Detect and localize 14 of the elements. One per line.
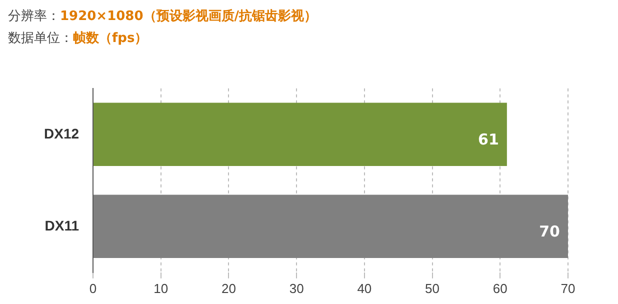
x-tick-label: 10 xyxy=(154,280,168,296)
x-tick-label: 0 xyxy=(89,280,97,296)
x-tick-label: 50 xyxy=(425,280,440,296)
data-label: 61 xyxy=(478,130,499,148)
x-tick-label: 40 xyxy=(357,280,372,296)
chart-subtitle: 数据单位：帧数（fps） xyxy=(7,30,149,48)
x-tick-label: 70 xyxy=(560,280,576,296)
x-tick-label: 30 xyxy=(289,280,304,296)
y-tick-label: DX11 xyxy=(44,217,80,234)
y-tick-label: DX12 xyxy=(44,125,80,142)
x-tick-label: 20 xyxy=(221,280,236,296)
data-label: 70 xyxy=(539,222,560,240)
x-tick-label: 60 xyxy=(492,280,508,296)
chart-title: 分辨率：1920×1080（预设影视画质/抗锯齿影视） xyxy=(7,8,318,26)
